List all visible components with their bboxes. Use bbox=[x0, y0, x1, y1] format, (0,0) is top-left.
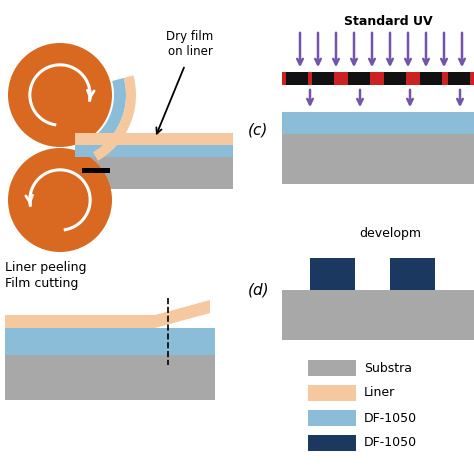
Text: DF-1050: DF-1050 bbox=[364, 437, 417, 449]
Text: developm: developm bbox=[359, 227, 421, 240]
Bar bbox=[390, 258, 435, 290]
Bar bbox=[308, 385, 356, 401]
Bar bbox=[5, 328, 215, 355]
Polygon shape bbox=[93, 75, 136, 161]
Text: Film cutting: Film cutting bbox=[5, 276, 78, 290]
Text: (d): (d) bbox=[248, 283, 270, 298]
Text: DF-1050: DF-1050 bbox=[364, 411, 417, 425]
Bar bbox=[448, 72, 470, 85]
Text: Liner peeling: Liner peeling bbox=[5, 262, 86, 274]
Bar bbox=[282, 290, 474, 340]
Bar bbox=[75, 157, 233, 189]
Bar bbox=[282, 134, 474, 184]
Text: Substra: Substra bbox=[364, 362, 412, 374]
Text: Liner: Liner bbox=[364, 386, 395, 400]
Bar bbox=[5, 355, 215, 400]
Bar bbox=[75, 143, 233, 157]
Bar bbox=[286, 72, 308, 85]
Circle shape bbox=[8, 43, 112, 147]
Bar bbox=[308, 360, 356, 376]
Bar bbox=[308, 410, 356, 426]
Text: (c): (c) bbox=[248, 122, 268, 137]
Bar bbox=[308, 435, 356, 451]
Bar bbox=[75, 133, 233, 145]
Bar bbox=[282, 72, 474, 85]
Text: Dry film
on liner: Dry film on liner bbox=[166, 30, 214, 58]
Polygon shape bbox=[87, 78, 126, 152]
Bar bbox=[420, 72, 442, 85]
Polygon shape bbox=[5, 300, 210, 328]
Text: Standard UV: Standard UV bbox=[344, 15, 432, 28]
Bar bbox=[310, 258, 355, 290]
Bar bbox=[384, 72, 406, 85]
Circle shape bbox=[8, 148, 112, 252]
Bar bbox=[282, 112, 474, 134]
Bar bbox=[82, 168, 110, 173]
Bar bbox=[312, 72, 334, 85]
Bar bbox=[348, 72, 370, 85]
